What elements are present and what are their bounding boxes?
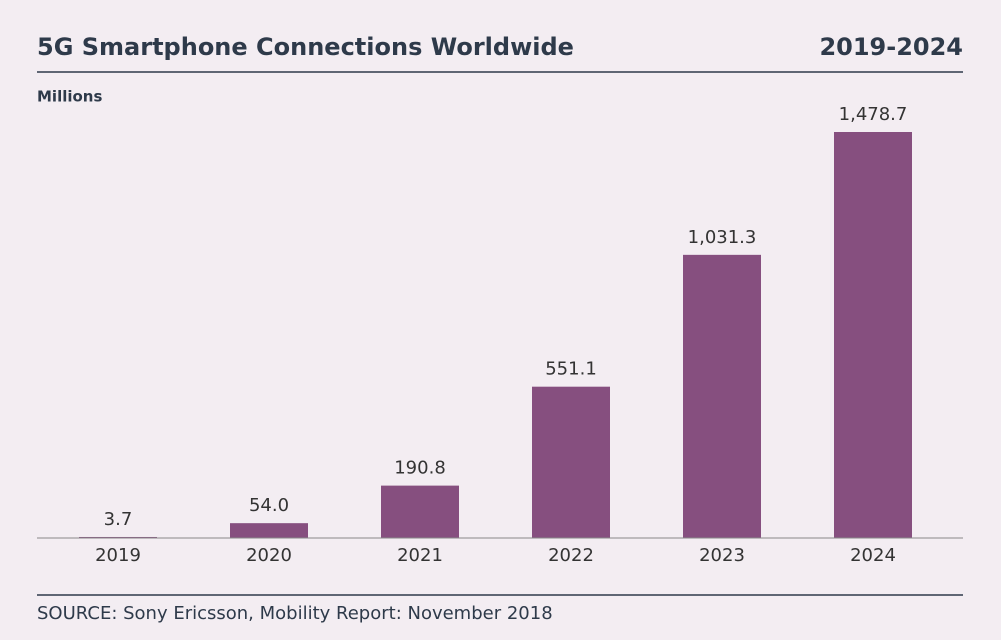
- bar: [79, 536, 157, 538]
- chart-subtitle: 2019-2024: [819, 33, 963, 61]
- x-tick-label: 2019: [95, 545, 141, 566]
- value-label: 1,031.3: [688, 227, 757, 248]
- x-tick-label: 2020: [246, 545, 292, 566]
- bar: [834, 132, 912, 538]
- y-axis-label: Millions: [37, 88, 102, 106]
- value-label: 190.8: [394, 458, 446, 479]
- bar: [381, 485, 459, 538]
- source: SOURCE: Sony Ericsson, Mobility Report: …: [37, 603, 553, 624]
- value-label: 54.0: [249, 495, 289, 516]
- bar: [230, 523, 308, 538]
- x-tick-label: 2022: [548, 545, 594, 566]
- x-tick-label: 2021: [397, 545, 443, 566]
- x-tick-label: 2023: [699, 545, 745, 566]
- value-label: 3.7: [104, 509, 133, 530]
- bar: [532, 386, 610, 538]
- value-label: 551.1: [545, 359, 597, 380]
- chart-title: 5G Smartphone Connections Worldwide: [37, 33, 574, 61]
- value-label: 1,478.7: [839, 104, 908, 125]
- x-tick-label: 2024: [850, 545, 896, 566]
- bar: [683, 254, 761, 538]
